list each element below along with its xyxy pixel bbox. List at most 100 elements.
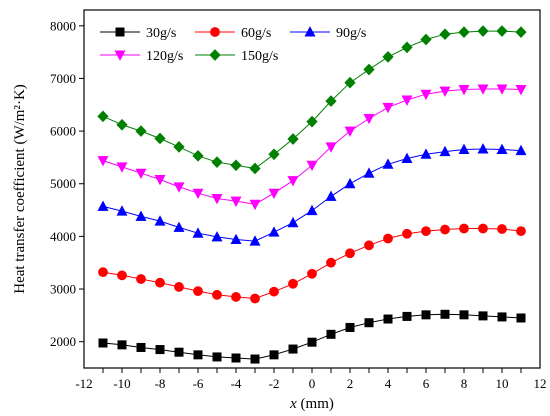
data-point: [364, 240, 374, 251]
data-point: [154, 132, 166, 145]
data-point: [478, 311, 488, 321]
data-point: [459, 223, 469, 234]
data-point: [401, 41, 413, 54]
legend-item: 120g/s: [100, 49, 183, 64]
data-point: [458, 26, 470, 38]
data-point: [363, 63, 375, 76]
data-point: [325, 190, 337, 201]
data-point: [268, 148, 280, 161]
data-point: [173, 141, 185, 153]
data-point: [383, 233, 393, 244]
data-point: [211, 156, 223, 168]
data-point: [136, 342, 146, 352]
legend: 30g/s 60g/s 90g/s 120g/s 150g/s: [100, 26, 366, 64]
data-point: [402, 228, 412, 239]
legend-item: 150g/s: [195, 49, 278, 64]
data-point: [98, 338, 108, 348]
data-point: [287, 216, 299, 228]
data-point: [382, 102, 394, 114]
x-tick-label: -6: [193, 376, 204, 391]
data-point: [269, 286, 279, 297]
data-point: [269, 350, 279, 360]
data-point: [230, 233, 242, 245]
data-point: [135, 210, 147, 221]
axis-ticks: -12 -10 -8 -6 -4 -2 0 2 4 6 8 10 12 2000 3000 4000 5000 6…: [50, 18, 547, 391]
data-point: [97, 200, 109, 211]
data-point: [288, 344, 298, 354]
data-point: [459, 310, 469, 320]
data-point: [212, 352, 222, 362]
data-point: [97, 110, 109, 123]
series-3: [97, 84, 527, 211]
data-point: [192, 227, 204, 238]
data-point: [98, 267, 108, 278]
data-point: [154, 215, 166, 226]
data-point: [363, 167, 375, 178]
data-point: [97, 156, 109, 167]
data-point: [306, 115, 318, 128]
data-point: [116, 205, 128, 216]
data-point: [420, 89, 432, 101]
data-point: [174, 282, 184, 292]
data-point: [306, 204, 318, 216]
data-point: [307, 337, 317, 347]
data-point: [306, 160, 318, 172]
data-point: [516, 226, 526, 237]
data-point: [439, 86, 451, 97]
data-point: [249, 199, 261, 211]
data-point: [515, 84, 527, 96]
data-point: [135, 125, 147, 137]
legend-marker: [304, 26, 316, 37]
data-point: [230, 159, 242, 172]
data-point: [155, 345, 165, 355]
data-point: [364, 318, 374, 328]
data-point: [497, 312, 507, 322]
data-point: [325, 142, 337, 153]
data-point: [515, 144, 527, 156]
data-point: [173, 221, 185, 232]
data-point: [344, 76, 356, 89]
x-tick-label: -8: [155, 376, 166, 391]
x-tick-label: 12: [534, 376, 547, 391]
data-point: [421, 226, 431, 237]
data-point: [154, 175, 166, 186]
legend-label: 90g/s: [336, 26, 366, 41]
data-point: [193, 286, 203, 297]
data-point: [478, 223, 488, 234]
x-tick-label: 10: [496, 376, 509, 391]
y-tick-label: 8000: [50, 18, 76, 33]
data-point: [383, 314, 393, 324]
data-point: [307, 268, 317, 279]
data-point: [344, 126, 356, 137]
legend-marker: [114, 50, 126, 61]
data-point: [477, 84, 489, 95]
data-point: [496, 84, 508, 95]
series-line: [102, 88, 522, 205]
series-4: [97, 25, 527, 175]
data-point: [496, 143, 508, 155]
data-point: [402, 311, 412, 321]
series-layer: [97, 25, 527, 364]
data-point: [117, 340, 127, 350]
data-point: [230, 196, 242, 207]
data-point: [211, 231, 223, 242]
data-point: [268, 188, 280, 200]
data-point: [326, 257, 336, 268]
data-point: [193, 350, 203, 360]
series-1: [98, 223, 526, 304]
data-point: [439, 145, 451, 157]
data-point: [192, 188, 204, 200]
data-point: [116, 162, 128, 173]
y-axis-title: Heat transfer coefficient (W/m²·K): [12, 84, 28, 294]
data-point: [440, 224, 450, 235]
data-point: [363, 113, 375, 125]
series-line: [102, 313, 522, 360]
data-point: [421, 310, 431, 320]
legend-item: 60g/s: [195, 26, 271, 41]
legend-item: 90g/s: [290, 26, 366, 41]
y-tick-label: 3000: [50, 282, 76, 297]
data-point: [268, 226, 280, 237]
data-point: [401, 95, 413, 106]
data-point: [135, 168, 147, 180]
x-tick-label: 4: [385, 376, 392, 391]
